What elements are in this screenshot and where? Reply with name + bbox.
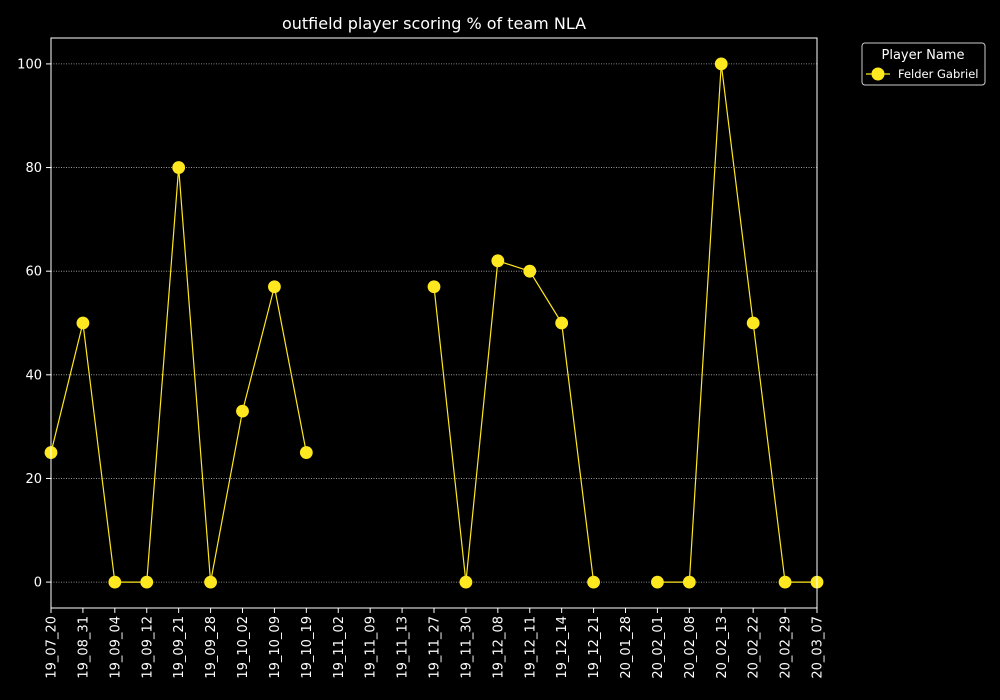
y-tick-label-100: 100 xyxy=(17,57,42,72)
x-tick-label-19_10_02: 19_10_02 xyxy=(236,616,251,679)
y-axis: 0 20 40 60 80 100 xyxy=(17,57,51,591)
data-point-20_02_22 xyxy=(746,316,760,330)
x-tick-label-19_09_21: 19_09_21 xyxy=(172,616,187,679)
x-tick-label-19_08_31: 19_08_31 xyxy=(76,616,91,679)
data-point-19_12_11 xyxy=(523,264,537,278)
series-markers xyxy=(44,57,824,589)
x-tick-label-19_11_13: 19_11_13 xyxy=(396,616,411,679)
data-point-19_09_28 xyxy=(204,575,217,589)
x-tick-label-19_09_04: 19_09_04 xyxy=(108,616,123,679)
legend-label-felder-gabriel: Felder Gabriel xyxy=(898,67,978,81)
chart-title: outfield player scoring % of team NLA xyxy=(282,14,586,33)
data-point-19_10_19 xyxy=(299,446,313,459)
data-point-19_08_31 xyxy=(76,316,90,330)
data-point-19_09_12 xyxy=(140,575,154,589)
y-tick-label-60: 60 xyxy=(25,265,42,280)
x-tick-label-19_11_27: 19_11_27 xyxy=(428,616,443,679)
data-point-20_02_13 xyxy=(714,57,728,71)
x-tick-label-19_12_08: 19_12_08 xyxy=(491,616,506,679)
x-tick-label-20_02_13: 20_02_13 xyxy=(715,616,730,679)
x-tick-label-20_03_07: 20_03_07 xyxy=(811,616,826,679)
x-tick-label-19_12_11: 19_12_11 xyxy=(523,616,538,679)
x-tick-label-19_12_14: 19_12_14 xyxy=(555,616,570,679)
data-point-20_02_01 xyxy=(651,575,664,589)
data-point-19_11_27 xyxy=(427,280,441,294)
x-tick-label-20_02_08: 20_02_08 xyxy=(683,616,698,679)
x-tick-label-19_11_02: 19_11_02 xyxy=(332,616,347,679)
data-point-19_09_21 xyxy=(172,161,186,174)
x-tick-label-19_09_12: 19_09_12 xyxy=(140,616,155,679)
data-point-20_02_29 xyxy=(778,575,792,589)
x-tick-label-19_07_20: 19_07_20 xyxy=(45,616,60,679)
data-point-19_12_14 xyxy=(555,316,569,330)
x-tick-label-19_10_09: 19_10_09 xyxy=(268,616,283,679)
x-tick-label-20_02_22: 20_02_22 xyxy=(747,616,762,679)
x-tick-label-19_11_09: 19_11_09 xyxy=(364,616,379,679)
y-tick-label-80: 80 xyxy=(25,161,42,176)
y-tick-label-20: 20 xyxy=(25,472,42,487)
legend-box xyxy=(861,42,986,86)
x-axis: 19_07_20 19_08_31 19_09_04 19_09_12 19_09_21… xyxy=(45,608,826,679)
series-line-segment-2 xyxy=(433,260,595,583)
data-point-19_12_21 xyxy=(587,575,600,589)
x-tick-label-19_12_21: 19_12_21 xyxy=(587,616,602,679)
legend-marker-swatch xyxy=(871,67,885,81)
y-tick-label-40: 40 xyxy=(25,368,42,383)
x-tick-label-19_09_28: 19_09_28 xyxy=(204,616,219,679)
x-tick-label-20_01_28: 20_01_28 xyxy=(619,616,634,679)
data-point-19_10_09 xyxy=(268,280,281,294)
data-point-19_11_30 xyxy=(459,575,473,589)
data-point-19_12_08 xyxy=(491,254,505,268)
x-tick-label-20_02_01: 20_02_01 xyxy=(651,616,666,679)
x-tick-label-20_02_29: 20_02_29 xyxy=(779,616,794,679)
data-point-19_09_04 xyxy=(108,575,122,589)
x-tick-label-19_11_30: 19_11_30 xyxy=(459,616,474,679)
legend: Player Name Felder Gabriel xyxy=(861,42,986,86)
data-point-20_02_08 xyxy=(682,575,696,589)
y-tick-label-0: 0 xyxy=(34,576,42,591)
data-point-19_10_02 xyxy=(236,404,249,418)
legend-title: Player Name xyxy=(882,48,965,63)
x-tick-label-19_10_19: 19_10_19 xyxy=(300,616,315,679)
